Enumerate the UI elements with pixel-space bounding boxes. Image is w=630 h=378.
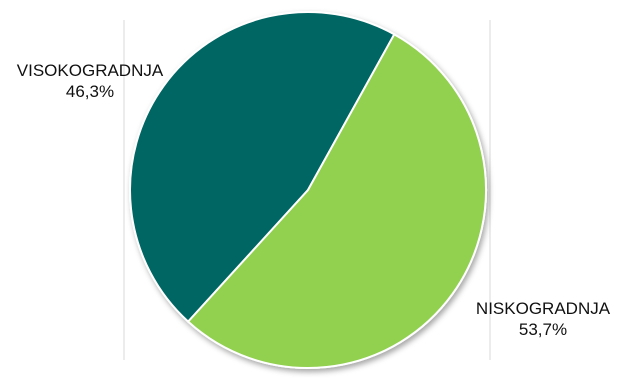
slice-percent-visokogradnja: 46,3%	[66, 82, 114, 101]
slice-label-niskogradnja: NISKOGRADNJA	[476, 299, 611, 318]
pie-slice-niskogradnja	[186, 32, 487, 369]
pie-slice-visokogradnja	[129, 11, 396, 324]
slice-label-visokogradnja: VISOKOGRADNJA	[17, 61, 164, 80]
slice-percent-niskogradnja: 53,7%	[519, 320, 567, 339]
